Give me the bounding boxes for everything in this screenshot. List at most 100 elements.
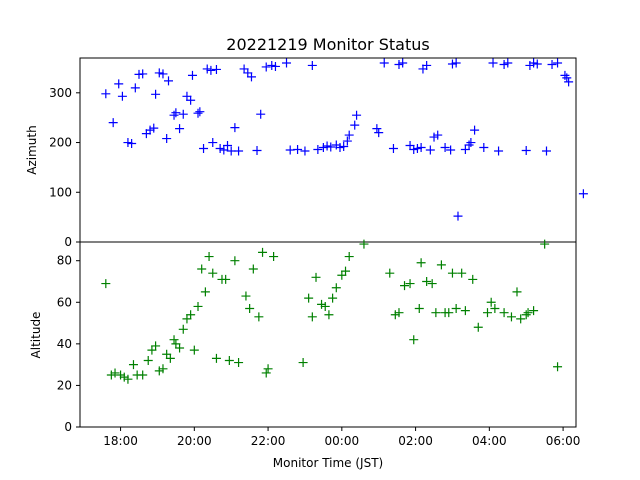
altitude-point [523, 308, 533, 318]
altitude-point [529, 306, 539, 316]
altitude-point [390, 310, 400, 320]
azimuth-point [499, 59, 509, 69]
azimuth-axis-label: Azimuth [25, 125, 39, 174]
altitude-point [512, 287, 522, 297]
altitude-point [341, 266, 351, 276]
altitude-panel: 0 20 40 60 80 Altitude [29, 239, 577, 434]
x-axis-ticks: 18:00 20:00 22:00 00:00 02:00 04:00 06:00 [103, 427, 580, 448]
altitude-point [490, 304, 500, 314]
azimuth-point [246, 72, 256, 82]
altitude-point [224, 355, 234, 365]
altitude-point [175, 343, 185, 353]
azimuth-point [138, 69, 148, 79]
altitude-series [101, 239, 563, 384]
azimuth-point [339, 142, 349, 152]
altitude-point [468, 274, 478, 284]
azimuth-point [352, 110, 362, 120]
x-tick-label: 22:00 [251, 434, 286, 448]
altitude-point [427, 279, 437, 289]
altitude-point [414, 304, 424, 314]
azimuth-point [447, 59, 457, 69]
azimuth-point [313, 145, 323, 155]
azimuth-point [398, 58, 408, 68]
altitude-point [416, 258, 426, 268]
azimuth-point [230, 123, 240, 133]
altitude-point [516, 314, 526, 324]
altitude-point [540, 239, 550, 249]
altitude-point [405, 279, 415, 289]
chart-title: 20221219 Monitor Status [226, 35, 429, 54]
azimuth-point [193, 108, 203, 118]
azimuth-point [409, 145, 419, 155]
altitude-point [128, 360, 138, 370]
azimuth-point [208, 138, 218, 148]
azimuth-point [532, 59, 542, 69]
azimuth-point [488, 58, 498, 68]
azimuth-point [578, 189, 588, 199]
altitude-point [298, 358, 308, 368]
azimuth-point [211, 64, 221, 74]
altitude-point [116, 370, 126, 380]
altitude-point [245, 304, 255, 314]
altitude-point [230, 256, 240, 266]
azimuth-point [171, 108, 181, 118]
azimuth-point [195, 107, 205, 117]
altitude-point [436, 260, 446, 270]
azimuth-point [267, 60, 277, 70]
altitude-point [320, 301, 330, 311]
altitude-y-tick-label: 40 [57, 337, 72, 351]
altitude-point [385, 268, 395, 278]
altitude-point [101, 279, 111, 289]
altitude-point [359, 239, 369, 249]
azimuth-point [416, 143, 426, 153]
altitude-point [151, 341, 161, 351]
altitude-point [337, 270, 347, 280]
azimuth-point [503, 58, 513, 68]
altitude-point [197, 264, 207, 274]
azimuth-point [182, 91, 192, 101]
azimuth-point [344, 130, 354, 140]
azimuth-point [127, 139, 137, 149]
azimuth-point [379, 58, 389, 68]
altitude-point [473, 322, 483, 332]
altitude-point [400, 281, 410, 291]
altitude-point [307, 312, 317, 322]
azimuth-point [553, 58, 563, 68]
azimuth-point [335, 143, 345, 153]
altitude-point [208, 268, 218, 278]
altitude-y-tick-label: 60 [57, 295, 72, 309]
azimuth-point [261, 62, 271, 72]
altitude-point [324, 310, 334, 320]
azimuth-point [158, 69, 168, 79]
azimuth-point [154, 68, 164, 78]
azimuth-point [394, 59, 404, 69]
altitude-point [258, 247, 268, 257]
altitude-y-tick-label: 20 [57, 378, 72, 392]
azimuth-y-tick-label: 0 [64, 235, 72, 249]
altitude-point [460, 306, 470, 316]
altitude-point [165, 353, 175, 363]
altitude-point [499, 308, 509, 318]
altitude-point [482, 308, 492, 318]
altitude-point [138, 370, 148, 380]
altitude-point [241, 291, 251, 301]
azimuth-y-tick-label: 100 [49, 185, 72, 199]
altitude-point [193, 301, 203, 311]
azimuth-point [451, 58, 461, 68]
altitude-point [486, 297, 496, 307]
x-axis-label: Monitor Time (JST) [273, 456, 383, 470]
azimuth-point [108, 118, 118, 128]
azimuth-point [422, 60, 432, 70]
altitude-point [263, 364, 273, 374]
azimuth-point [145, 125, 155, 135]
azimuth-point [562, 73, 572, 83]
azimuth-point [412, 144, 422, 154]
altitude-point [119, 372, 129, 382]
azimuth-point [453, 211, 463, 221]
altitude-point [457, 268, 467, 278]
azimuth-point [470, 125, 480, 135]
altitude-point [178, 324, 188, 334]
altitude-point [344, 252, 354, 262]
altitude-point [261, 368, 271, 378]
